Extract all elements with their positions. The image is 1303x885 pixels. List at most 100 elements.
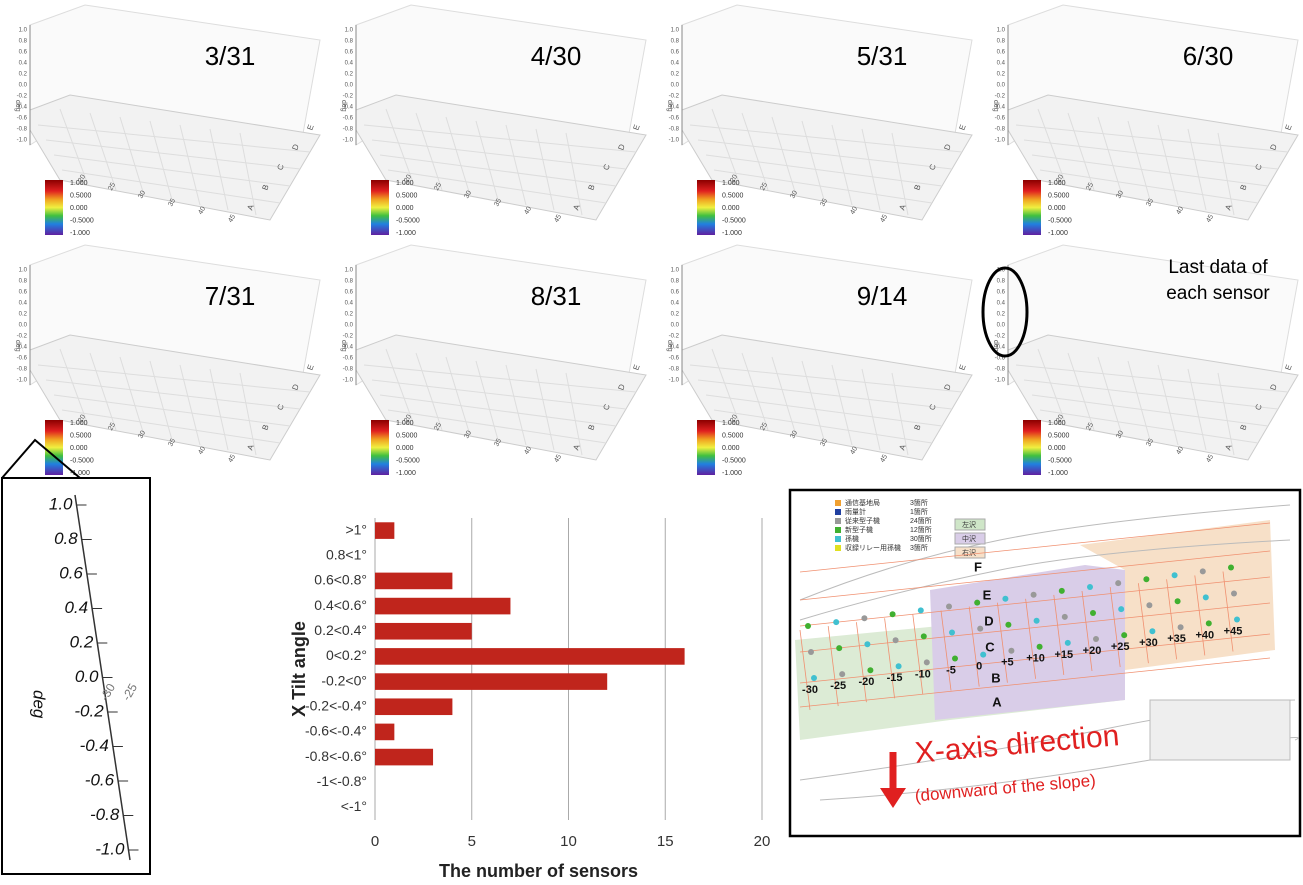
bar-chart: 05101520>1°0.8<1°0.6<0.8°0.4<0.6°0.2<0.4… [289,518,771,881]
colorbar-label: -1.000 [722,470,742,477]
legend-count: 24箇所 [910,516,932,525]
panel-label: each sensor [1166,283,1270,304]
colorbar [371,420,389,475]
z-tick-label: -0.6 [343,356,354,362]
legend-count: 3箇所 [910,543,928,552]
y-tick-label: <-1° [341,798,367,814]
row-label: C [985,639,995,654]
row-label: E [983,587,992,602]
z-tick-label: 1.0 [671,28,680,34]
colorbar [697,180,715,235]
z-tick-label: 0.8 [19,279,28,285]
z-tick-label: 0.4 [671,301,680,307]
zone-middle [930,565,1125,720]
panel: 1.00.80.60.40.20.0-0.2-0.4-0.6-0.8-1.0de… [992,5,1298,237]
row-label: E [305,123,315,131]
z-tick-label: -1.0 [343,138,354,144]
panel-label: 3/31 [205,41,256,71]
z-axis-label: deg [992,100,999,112]
z-tick-label: 0.6 [997,50,1006,56]
panels: 1.00.80.60.40.20.0-0.2-0.4-0.6-0.8-1.0de… [14,5,1298,477]
z-tick-label: 0.4 [345,61,354,67]
z-tick-label: -0.2 [995,334,1006,340]
row-label: E [631,123,641,131]
sensor-dot [949,630,955,636]
sensor-dot [1093,636,1099,642]
colorbar [1023,420,1041,475]
colorbar-label: 1.000 [396,180,414,187]
position-label: +15 [1054,649,1073,661]
position-label: +45 [1224,625,1243,637]
sensor-dot [1065,640,1071,646]
colorbar-label: -0.5000 [1048,457,1072,464]
z-tick-label: 0.0 [997,83,1006,89]
x-axis-label: The number of sensors [439,861,638,881]
z-tick-label: 0.4 [997,301,1006,307]
sensor-dot [1146,602,1152,608]
colorbar-label: 0.5000 [70,192,92,199]
sensor-dot [924,659,930,665]
sensor-dot [861,615,867,621]
z-tick-label: 0.4 [997,61,1006,67]
z-tick-label: -0.8 [669,367,680,373]
z-tick-label: 1.0 [19,268,28,274]
position-label: 45 [553,454,563,464]
sensor-dot [1031,592,1037,598]
legend-swatch [835,536,841,542]
colorbar-label: 1.000 [1048,420,1066,427]
colorbar-label: 0.000 [1048,445,1066,452]
panel-label: Last data of [1168,257,1268,278]
row-label: E [1283,123,1293,131]
position-label: -10 [915,668,931,680]
colorbar-label: 1.000 [1048,180,1066,187]
bar [375,673,607,690]
panel: 1.00.80.60.40.20.0-0.2-0.4-0.6-0.8-1.0de… [666,5,972,237]
z-tick-label: 0.0 [345,323,354,329]
z-tick-label: -0.6 [669,356,680,362]
z-tick-label: 0.4 [345,301,354,307]
colorbar [45,180,63,235]
zoom-tick-label: -0.6 [85,770,115,789]
sensor-dot [1178,624,1184,630]
z-tick-label: 1.0 [345,28,354,34]
z-tick-label: -0.6 [17,116,28,122]
position-label: 45 [1205,454,1215,464]
colorbar-label: -1.000 [396,470,416,477]
panel: 1.00.80.60.40.20.0-0.2-0.4-0.6-0.8-1.0de… [666,245,972,477]
colorbar-label: -0.5000 [722,217,746,224]
sensor-dot [921,633,927,639]
colorbar-label: 0.5000 [1048,432,1070,439]
z-tick-label: 0.0 [19,83,28,89]
z-tick-label: 0.0 [345,83,354,89]
sensor-dot [1115,580,1121,586]
bar [375,598,510,615]
sensor-dot [833,619,839,625]
colorbar-label: 1.000 [722,420,740,427]
position-label: -25 [830,680,846,692]
z-axis-label: deg [666,340,673,352]
sensor-dot [1203,594,1209,600]
y-tick-label: -1<-0.8° [317,773,367,789]
y-tick-label: -0.8<-0.6° [305,748,367,764]
z-tick-label: -1.0 [995,138,1006,144]
z-tick-label: 0.8 [671,39,680,45]
position-label: 0 [976,661,982,673]
z-tick-label: -0.6 [995,116,1006,122]
sensor-dot [977,626,983,632]
y-tick-label: 0.8<1° [326,546,367,562]
z-tick-label: -0.2 [669,334,680,340]
x-tick-label: 10 [560,833,577,850]
sensor-dot [893,637,899,643]
z-tick-label: -0.2 [995,94,1006,100]
y-tick-label: -0.2<-0.4° [305,697,367,713]
z-tick-label: -0.8 [17,127,28,133]
z-tick-label: 0.6 [671,50,680,56]
sensor-dot [1231,591,1237,597]
panel-label: 7/31 [205,281,256,311]
position-label: 45 [879,454,889,464]
z-tick-label: -0.8 [343,127,354,133]
y-tick-label: -0.2<0° [321,672,367,688]
sensor-dot [1200,568,1206,574]
figure: 1.00.80.60.40.20.0-0.2-0.4-0.6-0.8-1.0de… [0,0,1303,885]
z-tick-label: -0.8 [669,127,680,133]
